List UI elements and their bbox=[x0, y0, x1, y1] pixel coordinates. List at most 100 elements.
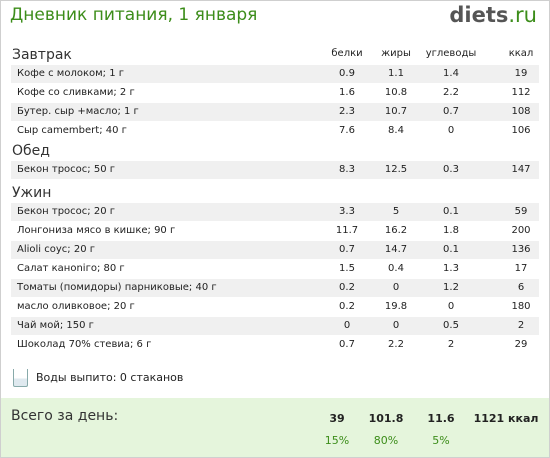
kcal-value: 200 bbox=[511, 225, 531, 236]
fat-value: 8.4 bbox=[388, 125, 404, 136]
carbs-value: 0 bbox=[447, 125, 455, 136]
protein-value: 2.3 bbox=[339, 106, 355, 117]
food-name: Бекон тросос; 20 г bbox=[17, 206, 115, 217]
glass-icon bbox=[13, 369, 28, 387]
carbs-value: 0.3 bbox=[443, 164, 459, 175]
meal-title: Завтрак bbox=[12, 47, 72, 63]
carbs-value: 2.2 bbox=[443, 87, 459, 98]
table-row: Кофе с молоком; 1 г 0.9 1.1 1.4 19 bbox=[11, 65, 539, 84]
column-protein: белки bbox=[331, 48, 363, 59]
food-name: Кофе со сливками; 2 г bbox=[17, 87, 135, 98]
fat-value: 16.2 bbox=[384, 225, 408, 236]
protein-value: 11.7 bbox=[335, 225, 359, 236]
food-name: Кофе с молоком; 1 г bbox=[17, 68, 124, 79]
carbs-value: 1.8 bbox=[443, 225, 459, 236]
total-kcal: 1121 ккал bbox=[473, 412, 539, 425]
protein-value: 0.7 bbox=[339, 339, 355, 350]
protein-value: 0.2 bbox=[339, 301, 355, 312]
food-name: Салат каноniго; 80 г bbox=[17, 263, 125, 274]
carbs-value: 1.2 bbox=[443, 282, 459, 293]
fat-value: 0.4 bbox=[388, 263, 404, 274]
fat-value: 19.8 bbox=[384, 301, 408, 312]
total-label: Всего за день: bbox=[11, 408, 119, 424]
column-kcal: ккал bbox=[508, 48, 534, 59]
carbs-value: 0.5 bbox=[443, 320, 459, 331]
table-row: Чай мой; 150 г 0 0 0.5 2 bbox=[11, 317, 539, 336]
fat-value: 0 bbox=[392, 320, 400, 331]
total-fat: 101.8 bbox=[368, 412, 404, 425]
food-name: Alioli соус; 20 г bbox=[17, 244, 95, 255]
protein-value: 0.7 bbox=[339, 244, 355, 255]
meal-title: Обед bbox=[12, 143, 50, 159]
food-name: Сыр camembert; 40 г bbox=[17, 125, 127, 136]
table-row: Бекон тросос; 50 г 8.3 12.5 0.3 147 bbox=[11, 161, 539, 180]
table-row: Лонгониза мясо в кишке; 90 г 11.7 16.2 1… bbox=[11, 222, 539, 241]
meal-lunch: Обед Бекон тросос; 50 г 8.3 12.5 0.3 147 bbox=[1, 141, 549, 180]
kcal-value: 180 bbox=[511, 301, 531, 312]
kcal-value: 59 bbox=[514, 206, 528, 217]
food-name: Томаты (помидоры) парниковые; 40 г bbox=[17, 282, 217, 293]
meal-breakfast: Завтрак Кофе с молоком; 1 г 0.9 1.1 1.4 … bbox=[1, 45, 549, 141]
logo-name: diets bbox=[449, 3, 509, 27]
carbs-value: 0.1 bbox=[443, 244, 459, 255]
table-row: Бутер. сыр +масло; 1 г 2.3 10.7 0.7 108 bbox=[11, 103, 539, 122]
fat-value: 14.7 bbox=[384, 244, 408, 255]
fat-value: 12.5 bbox=[384, 164, 408, 175]
table-row: Шоколад 70% стевиа; 6 г 0.7 2.2 2 29 bbox=[11, 336, 539, 355]
column-fat: жиры bbox=[381, 48, 411, 59]
protein-value: 1.5 bbox=[339, 263, 355, 274]
carbs-value: 1.3 bbox=[443, 263, 459, 274]
total-carbs: 11.6 bbox=[427, 412, 455, 425]
food-name: Чай мой; 150 г bbox=[17, 320, 94, 331]
protein-value: 0.9 bbox=[339, 68, 355, 79]
kcal-value: 29 bbox=[514, 339, 528, 350]
table-row: масло оливковое; 20 г 0.2 19.8 0 180 bbox=[11, 298, 539, 317]
fat-value: 10.7 bbox=[384, 106, 408, 117]
kcal-value: 6 bbox=[517, 282, 525, 293]
food-name: Бутер. сыр +масло; 1 г bbox=[17, 106, 139, 117]
site-logo[interactable]: diets.ru bbox=[449, 3, 537, 27]
protein-value: 3.3 bbox=[339, 206, 355, 217]
meal-dinner: Ужин Бекон тросос; 20 г 3.3 5 0.1 59 Лон… bbox=[1, 183, 549, 355]
water-text: Воды выпито: 0 стаканов bbox=[36, 371, 184, 384]
table-row: Кофе со сливками; 2 г 1.6 10.8 2.2 112 bbox=[11, 84, 539, 103]
carbs-value: 0 bbox=[447, 301, 455, 312]
table-row: Салат каноniго; 80 г 1.5 0.4 1.3 17 bbox=[11, 260, 539, 279]
water-intake: Воды выпито: 0 стаканов bbox=[13, 367, 183, 389]
fat-value: 5 bbox=[392, 206, 400, 217]
table-row: Alioli соус; 20 г 0.7 14.7 0.1 136 bbox=[11, 241, 539, 260]
column-headers: белки жиры углеводы ккал bbox=[1, 48, 549, 62]
food-name: Шоколад 70% стевиа; 6 г bbox=[17, 339, 152, 350]
kcal-value: 147 bbox=[511, 164, 531, 175]
protein-percent: 15% bbox=[324, 434, 350, 447]
kcal-value: 17 bbox=[514, 263, 528, 274]
kcal-value: 19 bbox=[514, 68, 528, 79]
protein-value: 0.2 bbox=[339, 282, 355, 293]
protein-value: 1.6 bbox=[339, 87, 355, 98]
daily-total: Всего за день: 39 101.8 11.6 1121 ккал 1… bbox=[1, 398, 549, 457]
fat-value: 10.8 bbox=[384, 87, 408, 98]
kcal-value: 2 bbox=[517, 320, 525, 331]
logo-tld: .ru bbox=[508, 3, 537, 27]
kcal-value: 108 bbox=[511, 106, 531, 117]
protein-value: 7.6 bbox=[339, 125, 355, 136]
kcal-value: 106 bbox=[511, 125, 531, 136]
fat-percent: 80% bbox=[373, 434, 399, 447]
kcal-value: 136 bbox=[511, 244, 531, 255]
table-row: Сыр camembert; 40 г 7.6 8.4 0 106 bbox=[11, 122, 539, 141]
column-carbs: углеводы bbox=[425, 48, 477, 59]
table-row: Томаты (помидоры) парниковые; 40 г 0.2 0… bbox=[11, 279, 539, 298]
fat-value: 0 bbox=[392, 282, 400, 293]
carbs-percent: 5% bbox=[432, 434, 450, 447]
carbs-value: 0.1 bbox=[443, 206, 459, 217]
protein-value: 8.3 bbox=[339, 164, 355, 175]
food-name: Лонгониза мясо в кишке; 90 г bbox=[17, 225, 176, 236]
carbs-value: 1.4 bbox=[443, 68, 459, 79]
food-name: масло оливковое; 20 г bbox=[17, 301, 135, 312]
total-protein: 39 bbox=[329, 412, 345, 425]
carbs-value: 2 bbox=[447, 339, 455, 350]
protein-value: 0 bbox=[343, 320, 351, 331]
kcal-value: 112 bbox=[511, 87, 531, 98]
page-title: Дневник питания, 1 января bbox=[10, 5, 258, 25]
fat-value: 2.2 bbox=[388, 339, 404, 350]
